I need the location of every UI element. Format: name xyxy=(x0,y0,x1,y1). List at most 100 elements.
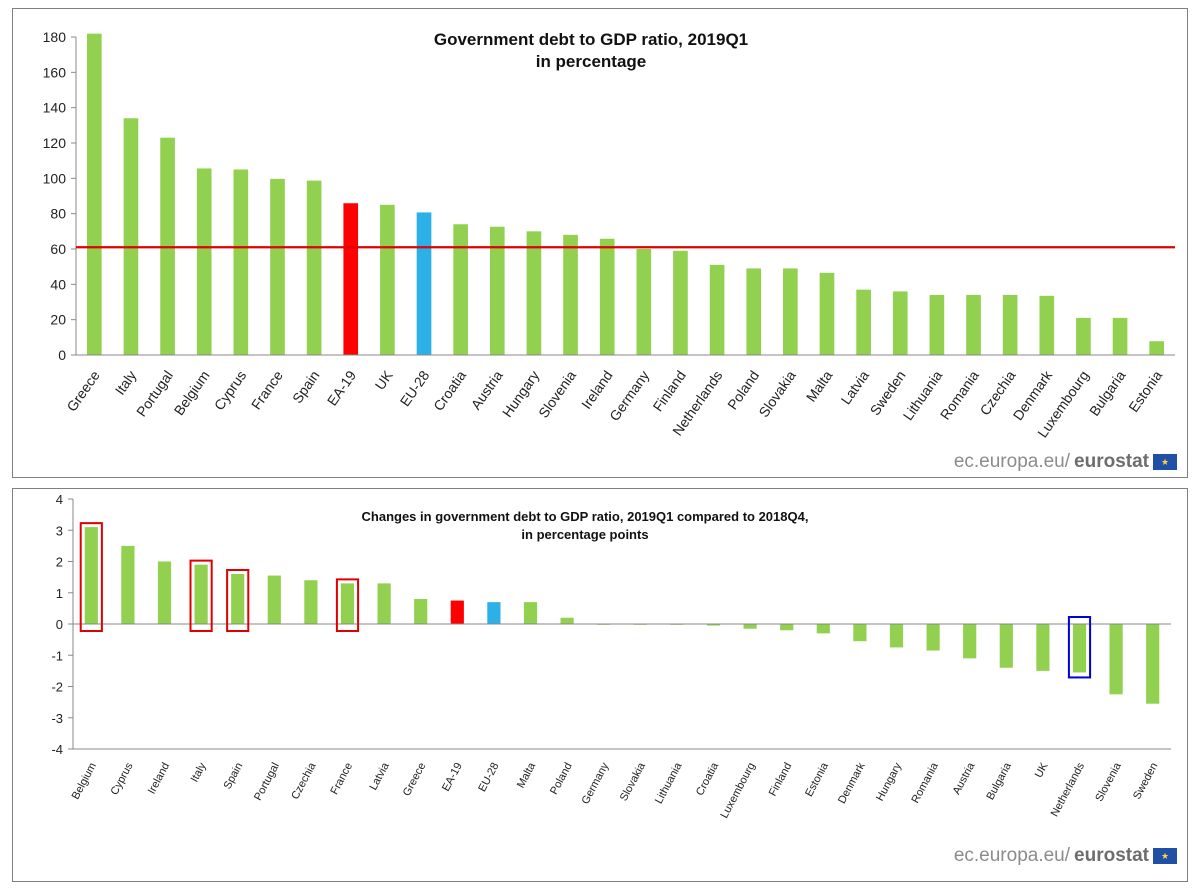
category-label-portugal: Portugal xyxy=(252,761,282,803)
bar-slovenia xyxy=(1109,624,1123,695)
y-tick-label: 60 xyxy=(50,241,66,257)
bar-germany xyxy=(636,249,652,355)
bar-czechia xyxy=(304,580,318,624)
category-label-slovenia: Slovenia xyxy=(535,367,579,420)
bar-hungary xyxy=(889,624,904,648)
bar-estonia xyxy=(1149,341,1165,355)
category-label-czechia: Czechia xyxy=(289,760,319,802)
category-label-sweden: Sweden xyxy=(1131,761,1160,802)
bar-slovakia xyxy=(783,268,798,355)
debt-change-chart-panel: -4 -3 -2 -1 0 1 2 3 4 Belgium Cyprus Ireland Italy Sp… xyxy=(12,488,1188,882)
bar-finland xyxy=(673,250,688,355)
chart-subtitle: in percentage xyxy=(536,52,647,71)
bar-poland xyxy=(746,268,762,355)
bar-croatia xyxy=(453,224,468,355)
category-label-belgium: Belgium xyxy=(171,368,213,419)
highlight-box-blue-netherlands xyxy=(1067,616,1092,679)
category-label-croatia: Croatia xyxy=(430,367,469,413)
highlight-box-red-belgium xyxy=(79,522,103,632)
bar-bulgaria xyxy=(999,624,1013,668)
category-label-bulgaria: Bulgaria xyxy=(984,760,1014,802)
category-label-portugal: Portugal xyxy=(133,368,176,420)
y-tick-label: 80 xyxy=(50,206,66,222)
chart-subtitle-2: in percentage points xyxy=(521,527,648,542)
category-label-netherlands: Netherlands xyxy=(1049,760,1088,818)
bar-cyprus xyxy=(233,169,249,355)
bar-malta xyxy=(819,272,835,355)
category-label-spain: Spain xyxy=(222,761,246,791)
category-label-luxembourg: Luxembourg xyxy=(718,761,757,821)
y-tick-label: 100 xyxy=(43,170,67,186)
bar-slovenia xyxy=(563,234,578,355)
bar-spain xyxy=(306,180,322,355)
category-label-ea-19: EA-19 xyxy=(324,367,360,408)
bar-luxembourg xyxy=(1076,317,1091,355)
credit-brand: eurostat xyxy=(1074,451,1149,472)
y-tick-label: -4 xyxy=(51,742,63,757)
category-label-ireland: Ireland xyxy=(578,368,616,412)
category-label-ea-19: EA-19 xyxy=(440,761,465,794)
bar-netherlands xyxy=(709,264,725,355)
category-label-france: France xyxy=(248,367,286,412)
bar-romania xyxy=(966,294,981,355)
bar-sweden xyxy=(892,291,908,355)
eurostat-credit: ec.europa.eu/eurostat ★ xyxy=(954,451,1177,473)
category-label-ireland: Ireland xyxy=(146,761,172,796)
y-tick-label: 160 xyxy=(43,64,67,80)
y-tick-label: -3 xyxy=(51,711,63,726)
category-label-poland: Poland xyxy=(548,761,575,797)
bar-romania xyxy=(926,624,940,651)
category-label-latvia: Latvia xyxy=(367,760,392,792)
chart-title-2: Changes in government debt to GDP ratio,… xyxy=(362,509,809,524)
bar-lithuania xyxy=(929,294,945,355)
bar-ireland xyxy=(157,561,172,624)
category-label-malta: Malta xyxy=(803,367,836,404)
y-tick-label: 1 xyxy=(56,586,63,601)
bar-france xyxy=(270,178,285,355)
bar-poland xyxy=(560,617,574,624)
bar-latvia xyxy=(856,289,871,355)
bar-ea-19 xyxy=(450,600,464,624)
category-label-poland: Poland xyxy=(724,368,762,413)
bar-latvia xyxy=(377,583,391,624)
bar-uk xyxy=(380,204,395,355)
category-label-estonia: Estonia xyxy=(1125,367,1165,415)
bar-austria xyxy=(963,624,977,659)
category-label-greece: Greece xyxy=(63,367,103,414)
category-label-slovakia: Slovakia xyxy=(755,367,799,420)
bar-finland xyxy=(780,624,794,631)
category-label-france: France xyxy=(328,761,355,797)
bar-belgium xyxy=(196,168,212,355)
credit-domain-2: ec.europa.eu/ xyxy=(953,845,1071,866)
bar-italy xyxy=(123,118,139,356)
bar-uk xyxy=(1036,624,1050,671)
category-label-croatia: Croatia xyxy=(694,760,722,798)
y-tick-label: -2 xyxy=(51,680,63,695)
y-tick-label: 0 xyxy=(58,347,66,363)
credit-domain: ec.europa.eu/ xyxy=(953,451,1071,472)
bar-cyprus xyxy=(121,545,135,624)
bar-estonia xyxy=(816,624,830,634)
category-label-austria: Austria xyxy=(951,760,978,797)
bar-greece xyxy=(86,33,102,355)
bar-spain xyxy=(231,574,245,624)
y-tick-label: 120 xyxy=(43,135,67,151)
y-tick-label: 40 xyxy=(50,276,66,292)
debt-ratio-chart-panel: 0 20 40 60 80 100 120 140 160 180 Greece Italy Portu… xyxy=(12,8,1188,478)
category-label-eu-28: EU-28 xyxy=(476,761,501,794)
category-label-eu-28: EU-28 xyxy=(397,367,433,409)
eurostat-credit-2: ec.europa.eu/eurostat ★ xyxy=(954,845,1177,867)
highlight-box-red-italy xyxy=(189,559,213,632)
y-tick-label: 4 xyxy=(56,492,63,507)
bar-malta xyxy=(523,602,538,624)
bar-luxembourg xyxy=(743,624,757,629)
bar-denmark xyxy=(1039,295,1055,355)
category-label-spain: Spain xyxy=(289,368,323,407)
category-label-belgium: Belgium xyxy=(70,761,99,802)
y-tick-label: 2 xyxy=(56,555,63,570)
category-label-slovakia: Slovakia xyxy=(618,760,649,803)
category-label-estonia: Estonia xyxy=(803,760,831,799)
category-label-italy: Italy xyxy=(189,760,209,784)
bar-netherlands xyxy=(1072,624,1087,673)
category-label-malta: Malta xyxy=(515,760,539,790)
